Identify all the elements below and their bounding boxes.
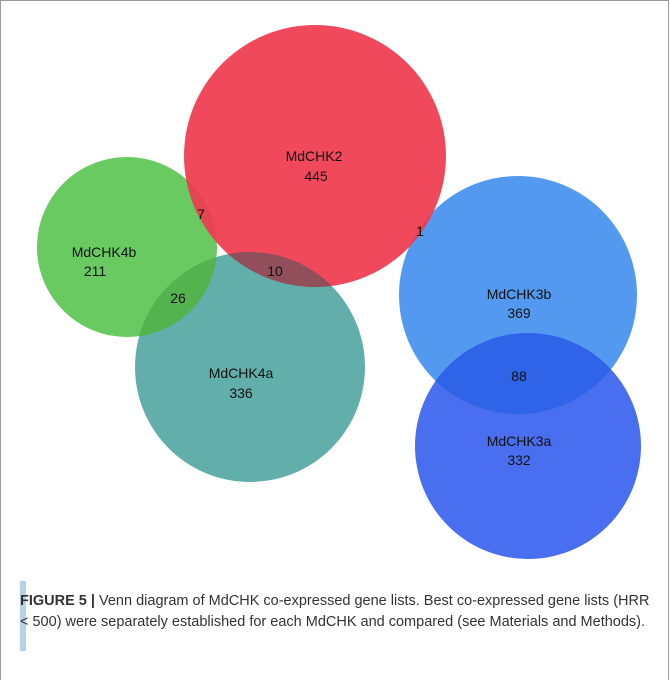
count-mdchk4a: 336	[229, 385, 253, 401]
count-2-4b: 7	[197, 206, 205, 222]
count-mdchk2: 445	[304, 168, 328, 184]
caption-text: Venn diagram of MdCHK co-expressed gene …	[20, 593, 650, 630]
venn-diagram: MdCHK2 445 MdCHK4b 211 MdCHK4a 336 MdCHK…	[37, 25, 641, 559]
figure-label: FIGURE 5 |	[20, 593, 95, 609]
count-mdchk3a: 332	[507, 452, 531, 468]
label-mdchk4b: MdCHK4b	[72, 244, 137, 260]
overlap-shade-3b-3a	[415, 333, 637, 414]
overlap-shade-4b-4a	[135, 252, 217, 337]
figure-caption: FIGURE 5 | Venn diagram of MdCHK co-expr…	[20, 591, 660, 633]
label-mdchk2: MdCHK2	[286, 148, 343, 164]
circle-mdchk4a	[135, 252, 365, 482]
count-2-4a: 10	[267, 263, 283, 279]
circle-mdchk2	[184, 25, 446, 287]
count-4b-4a: 26	[170, 290, 186, 306]
label-mdchk3a: MdCHK3a	[487, 433, 552, 449]
label-mdchk4a: MdCHK4a	[209, 365, 274, 381]
count-mdchk3b: 369	[507, 305, 531, 321]
label-mdchk3b: MdCHK3b	[487, 286, 552, 302]
caption-rule	[20, 581, 26, 651]
count-2-3b: 1	[416, 223, 424, 239]
count-3b-3a: 88	[511, 368, 527, 384]
count-mdchk4b: 211	[84, 263, 107, 279]
